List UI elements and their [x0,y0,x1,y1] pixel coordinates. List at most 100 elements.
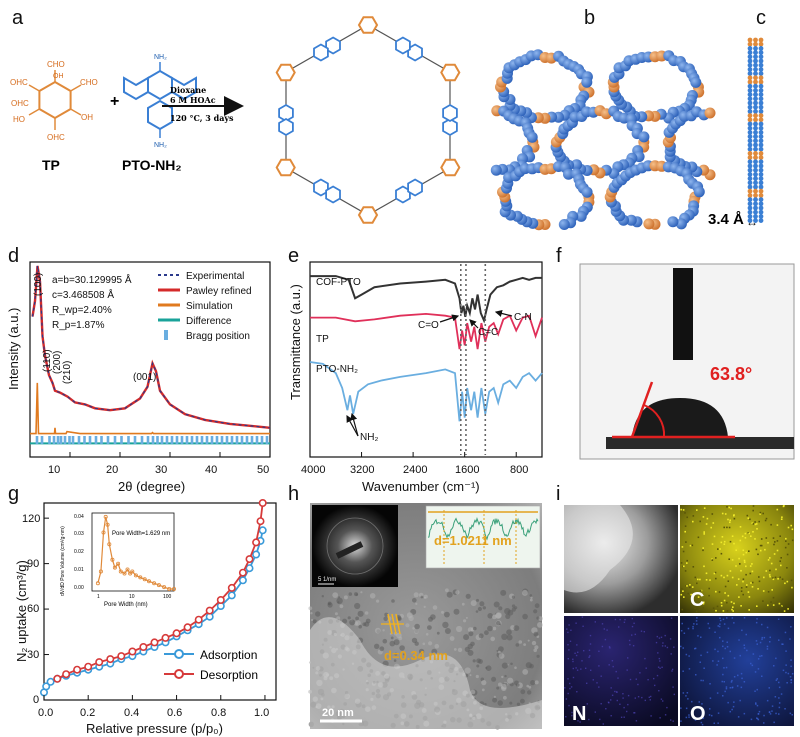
c-speck [767,604,769,607]
n-speck [644,657,646,660]
oxygen-map [680,616,794,726]
o-speck [719,617,721,619]
tem-grain [343,595,348,600]
o-speck [696,623,698,625]
c-speck [723,576,725,579]
o-speck [766,645,769,648]
cof-atom [571,159,583,171]
tem-grain [493,601,500,608]
tem-grain [506,634,513,641]
c-speck [699,520,701,523]
o-speck [722,673,724,676]
stack-atom [747,197,753,203]
tem-grain [487,625,493,632]
c-speck [692,515,695,517]
c-speck [714,571,717,574]
c-speck [720,574,723,577]
c-speck [740,587,743,589]
cof-framework [275,16,461,224]
tem-grain [428,641,433,646]
c-speck [759,511,762,514]
stack-atom [758,88,764,93]
tem-grain [498,606,503,611]
e-xtick-800: 800 [510,464,528,476]
legend-experimental: Experimental [186,271,244,282]
line-profile-inset [425,505,541,569]
stack-atom [753,163,758,169]
tem-grain [484,703,487,706]
c-speck [772,537,775,539]
c-speck [697,596,700,598]
stack-atom [747,88,753,93]
c-speck [705,523,708,525]
stack-atom [753,58,758,64]
n-speck [601,623,604,625]
c-speck [758,576,760,578]
n-speck [634,697,636,699]
c-speck [728,558,730,560]
c-speck [697,578,699,581]
tem-grain [492,626,497,631]
n-speck [634,712,636,714]
stack-atom [758,214,764,219]
n-speck [568,649,570,651]
tem-grain [420,595,424,599]
n-speck [631,634,633,636]
d-peak-110: (110) [42,349,53,372]
tem-grain [518,640,523,644]
n-speck [658,637,661,639]
o-speck [722,640,724,642]
c-speck [689,584,691,586]
o-speck [687,627,690,630]
stack-atom [758,209,764,215]
fft-scale: 5 1/nm [318,577,336,583]
o-speck [700,654,702,657]
tem-grain [461,602,465,606]
stack-atom [753,117,758,123]
stack-atom [747,201,753,207]
n-speck [567,678,569,680]
tem-grain [477,606,482,612]
c-speck [777,578,779,580]
o-speck [722,695,724,697]
tem-grain [399,645,405,651]
c-speck [690,593,692,596]
tem-grain [376,599,380,603]
e-label-cof-pto: COF-PTO [316,277,361,288]
n-speck [572,676,575,679]
stack-atom [753,83,758,89]
c-speck [780,518,783,520]
o-speck [693,623,695,625]
c-speck [723,540,726,543]
stack-atom [758,172,764,177]
tem-grain [349,619,356,626]
n-speck [673,693,675,696]
n-speck [566,628,568,630]
c-speck [689,544,692,547]
stack-atom [747,100,753,106]
n-speck [580,668,582,670]
panel-label-i: i [556,483,560,505]
c-speck [702,549,704,552]
n-speck [624,618,626,621]
tem-grain [511,607,516,612]
tem-grain [411,637,418,644]
stack-atom [758,180,764,186]
tem-grain [393,639,400,646]
tem-grain [521,589,528,596]
tem-grain [423,596,427,599]
nitrogen-map [564,616,678,726]
n-speck [575,622,577,624]
c-speck [726,506,728,508]
g-point-desorption [194,615,203,624]
stack-atom [753,209,758,215]
g-point-desorption [227,583,236,592]
n-speck [603,628,605,630]
tem-grain [491,676,497,682]
c-speck [730,601,733,603]
tem-grain [384,612,389,617]
g-xtick-02: 0.2 [80,707,95,719]
c-speck [727,594,730,597]
o-speck [740,686,743,689]
c-speck [773,543,775,546]
